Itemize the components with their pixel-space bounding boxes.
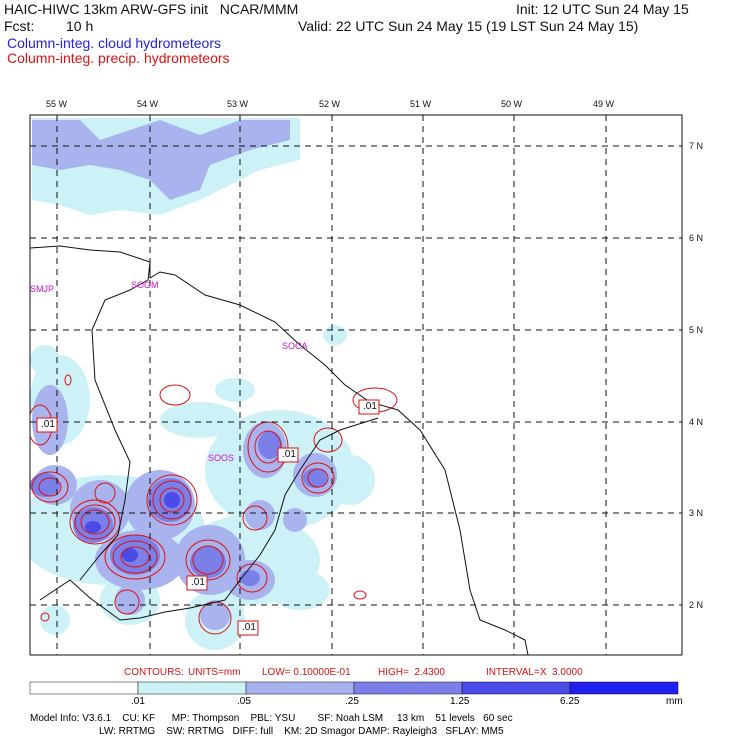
lon-label-54w: 54 W bbox=[137, 99, 159, 109]
colorbar-tick: 6.25 bbox=[560, 696, 580, 707]
valid-time: Valid: 22 UTC Sun 24 May 15 (19 LST Sun … bbox=[298, 18, 639, 34]
colorbar-tick: .25 bbox=[345, 696, 359, 707]
colorbar-tick: .01 bbox=[131, 696, 145, 707]
colorbar bbox=[29, 681, 679, 695]
colorbar-unit: mm bbox=[666, 696, 683, 707]
forecast-label: Fcst: bbox=[4, 18, 35, 34]
model-info-line1: Model Info: V3.6.1 CU: KF MP: Thompson P… bbox=[30, 713, 513, 724]
lon-label-52w: 52 W bbox=[319, 99, 341, 109]
lon-label-55w: 55 W bbox=[46, 99, 68, 109]
colorbar-tick: 1.25 bbox=[450, 696, 470, 707]
station-sogm: SOGM bbox=[131, 280, 159, 290]
cloud-shading-darkest bbox=[85, 492, 180, 562]
lat-label-6n: 6 N bbox=[689, 233, 704, 243]
lat-label-4n: 4 N bbox=[689, 417, 704, 427]
latlon-grid bbox=[30, 115, 682, 655]
lon-label-50w: 50 W bbox=[501, 99, 523, 109]
init-time: Init: 12 UTC Sun 24 May 15 bbox=[516, 1, 689, 17]
lat-label-3n: 3 N bbox=[689, 508, 704, 518]
lon-label-49w: 49 W bbox=[593, 99, 615, 109]
contour-label: .01 bbox=[191, 577, 205, 588]
contour-info-units: UNITS=mm bbox=[188, 667, 241, 678]
station-soos: SOOS bbox=[208, 453, 235, 463]
contour-label: .01 bbox=[282, 449, 296, 460]
lat-label-5n: 5 N bbox=[689, 325, 704, 335]
contour-info-high: HIGH= 2.4300 bbox=[378, 667, 445, 678]
lon-label-53w: 53 W bbox=[227, 99, 249, 109]
map-frame bbox=[29, 114, 683, 656]
contour-label: .01 bbox=[41, 419, 55, 430]
station-smjp: SMJP bbox=[30, 284, 55, 294]
contour-label: .01 bbox=[363, 401, 377, 412]
legend-cloud-hydrometeors: Column-integ. cloud hydrometeors bbox=[7, 35, 221, 51]
map-title: HAIC-HIWC 13km ARW-GFS init NCAR/MMM bbox=[4, 1, 299, 17]
coastlines bbox=[30, 245, 529, 655]
lat-label-2n: 2 N bbox=[689, 600, 704, 610]
model-info-line2: LW: RRTMG SW: RRTMG DIFF: full KM: 2D Sm… bbox=[99, 726, 504, 737]
legend-precip-hydrometeors: Column-integ. precip. hydrometeors bbox=[7, 50, 230, 66]
contour-label: .01 bbox=[242, 622, 256, 633]
lat-label-7n: 7 N bbox=[689, 141, 704, 151]
lon-label-51w: 51 W bbox=[410, 99, 432, 109]
contour-info-low: LOW= 0.10000E-01 bbox=[262, 667, 351, 678]
station-soca: SOCA bbox=[282, 341, 308, 351]
contour-info-contours: CONTOURS: bbox=[124, 667, 184, 678]
forecast-value: 10 h bbox=[66, 18, 94, 34]
contour-label-boxes bbox=[36, 399, 380, 636]
colorbar-tick: .05 bbox=[237, 696, 251, 707]
contour-info-interval: INTERVAL=X 3.0000 bbox=[486, 667, 583, 678]
